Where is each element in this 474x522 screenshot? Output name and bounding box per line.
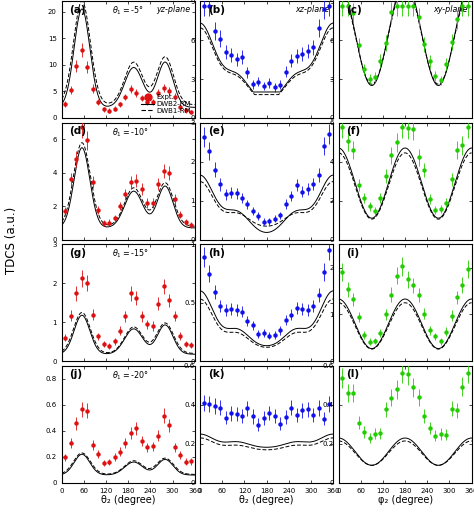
Text: $\theta_1=$-5°: $\theta_1=$-5° (112, 5, 144, 17)
Text: $\theta_1=$-10°: $\theta_1=$-10° (112, 126, 149, 139)
Legend: Expt., DWB2-RM, DWB1-RM: Expt., DWB2-RM, DWB1-RM (141, 94, 191, 114)
Text: (e): (e) (208, 126, 225, 136)
Text: yz-plane: yz-plane (156, 5, 191, 14)
Text: (h): (h) (208, 248, 225, 258)
Text: (j): (j) (70, 370, 83, 379)
Text: (l): (l) (346, 370, 360, 379)
Text: xz-plane: xz-plane (295, 5, 329, 14)
Text: (c): (c) (346, 5, 362, 15)
Text: $\theta_1=$-20°: $\theta_1=$-20° (112, 370, 149, 382)
X-axis label: φ₂ (degree): φ₂ (degree) (377, 495, 433, 505)
Text: (g): (g) (70, 248, 87, 258)
Text: TDCS (a.u.): TDCS (a.u.) (5, 207, 18, 274)
Text: xy-plane: xy-plane (433, 5, 468, 14)
Text: (f): (f) (346, 126, 361, 136)
Text: (i): (i) (346, 248, 360, 258)
Text: $\theta_1=$-15°: $\theta_1=$-15° (112, 248, 149, 260)
Text: (k): (k) (208, 370, 225, 379)
Text: (b): (b) (208, 5, 225, 15)
X-axis label: θ₂ (degree): θ₂ (degree) (101, 495, 155, 505)
Text: (d): (d) (70, 126, 87, 136)
X-axis label: θ₂ (degree): θ₂ (degree) (239, 495, 294, 505)
Text: (a): (a) (70, 5, 86, 15)
